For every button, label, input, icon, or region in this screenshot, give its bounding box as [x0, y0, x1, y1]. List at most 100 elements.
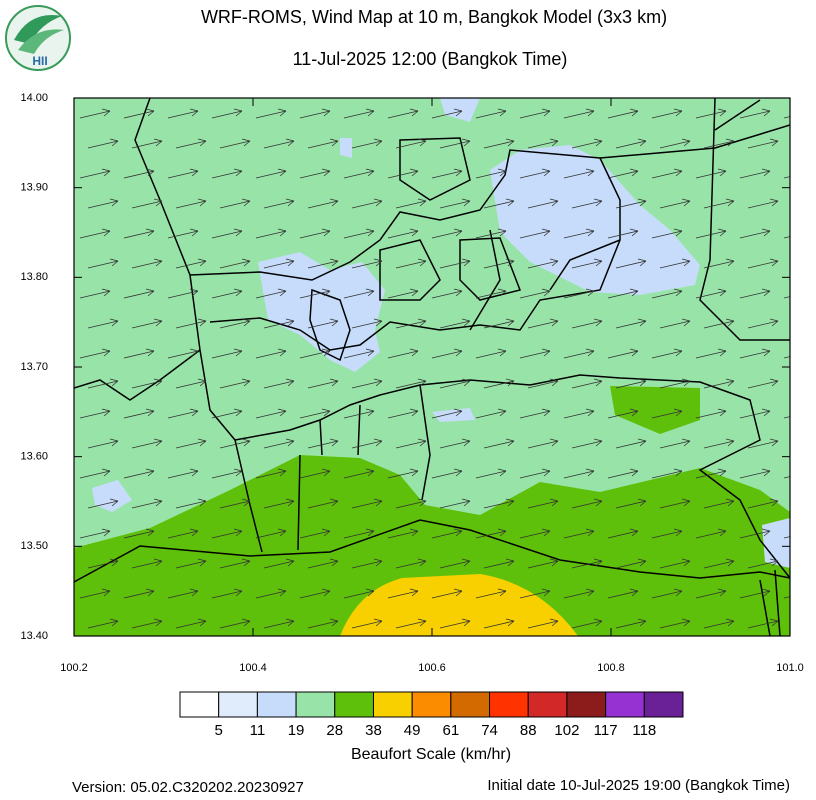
wind-arrow: [131, 618, 163, 629]
wind-arrow: [439, 258, 471, 269]
wind-arrow: [388, 649, 418, 658]
wind-arrow: [483, 198, 515, 209]
legend-label: 117: [594, 722, 618, 739]
wind-arrow: [564, 649, 594, 658]
wind-arrow: [343, 228, 375, 239]
wind-arrow: [571, 558, 603, 569]
wind-arrow: [387, 408, 419, 419]
wind-arrow: [87, 498, 119, 509]
wind-arrow: [255, 228, 287, 239]
wind-arrow: [351, 318, 383, 329]
wind-arrow: [431, 108, 463, 119]
wind-arrow: [263, 258, 295, 269]
wind-arrow: [792, 619, 816, 628]
wind-arrow: [739, 528, 771, 539]
wind-arrow: [695, 408, 727, 419]
wind-arrow: [87, 318, 119, 329]
wind-arrow: [739, 168, 771, 179]
legend-label: 5: [215, 722, 223, 739]
wind-arrow: [483, 558, 515, 569]
wind-arrow: [563, 288, 595, 299]
wind-arrow: [476, 649, 506, 658]
wind-arrow: [695, 528, 727, 539]
wind-arrow: [123, 108, 155, 119]
legend-swatch: [334, 691, 374, 718]
wind-arrow: [783, 296, 790, 299]
wind-arrow: [167, 228, 199, 239]
wind-arrow: [299, 588, 331, 599]
wind-arrow: [87, 558, 119, 569]
wind-arrow: [175, 258, 207, 269]
wind-arrow: [431, 168, 463, 179]
wind-arrow: [483, 318, 515, 329]
wind-arrow: [439, 558, 471, 569]
wind-arrow: [607, 288, 639, 299]
wind-arrow: [263, 438, 295, 449]
axes: 100.2 100.4 100.6 100.8 101.0 14.00 13.90 13.80…: [20, 92, 803, 674]
wind-arrow: [739, 588, 771, 599]
wind-arrow: [395, 318, 427, 329]
wind-arrow: [739, 468, 771, 479]
wind-arrow: [131, 498, 163, 509]
x-tick-label: 100.2: [60, 662, 88, 674]
wind-arrow: [475, 228, 507, 239]
wind-arrow: [651, 168, 683, 179]
wind-arrow: [431, 288, 463, 299]
wind-arrow: [87, 198, 119, 209]
wind-arrow: [175, 438, 207, 449]
wind-arrow: [695, 348, 727, 359]
y-tick-label: 13.90: [20, 182, 48, 194]
wind-arrow: [123, 168, 155, 179]
wind-arrow: [87, 138, 119, 149]
wind-arrow: [307, 558, 339, 569]
wind-arrow: [167, 468, 199, 479]
version: Version: 05.02.C320202.20230927: [72, 779, 304, 796]
wind-arrow: [483, 378, 515, 389]
wind-arrow: [439, 198, 471, 209]
legend-swatch: [527, 691, 568, 718]
wind-arrow: [131, 558, 163, 569]
wind-arrow: [519, 288, 551, 299]
wind-arrow: [651, 468, 683, 479]
wind-arrow: [607, 108, 639, 119]
wind-arrow: [739, 108, 771, 119]
wind-arrow: [563, 408, 595, 419]
wind-arrow: [783, 536, 790, 539]
wind-arrow: [607, 228, 639, 239]
wind-arrow: [395, 138, 427, 149]
wind-arrow: [527, 618, 559, 629]
wind-arrow: [475, 408, 507, 419]
wind-arrow: [387, 228, 419, 239]
wind-arrow: [387, 168, 419, 179]
wind-arrow: [747, 138, 779, 149]
wind-arrow: [219, 138, 251, 149]
wind-arrow: [387, 528, 419, 539]
wind-arrow: [703, 438, 735, 449]
wind-arrow: [747, 618, 779, 629]
wind-arrow: [175, 498, 207, 509]
wind-arrow: [307, 138, 339, 149]
wind-arrow: [351, 258, 383, 269]
wind-arrow: [651, 288, 683, 299]
wind-arrow: [351, 498, 383, 509]
legend-swatch: [411, 691, 452, 718]
wind-arrow: [563, 348, 595, 359]
wind-arrow: [659, 138, 691, 149]
wind-arrow: [123, 228, 155, 239]
wind-arrow: [784, 649, 814, 658]
wind-arrow: [439, 138, 471, 149]
wind-arrow: [343, 408, 375, 419]
wind-arrow: [87, 378, 119, 389]
wind-arrow: [175, 138, 207, 149]
wind-arrow: [695, 468, 727, 479]
wind-arrow: [343, 348, 375, 359]
wind-arrow: [792, 319, 816, 328]
wind-arrow: [175, 618, 207, 629]
wind-arrow: [299, 108, 331, 119]
wind-arrow: [571, 498, 603, 509]
x-tick-label: 100.6: [418, 662, 446, 674]
wind-arrow: [219, 618, 251, 629]
x-tick-label: 100.8: [597, 662, 625, 674]
wind-arrow: [395, 498, 427, 509]
wind-arrow: [432, 649, 462, 658]
